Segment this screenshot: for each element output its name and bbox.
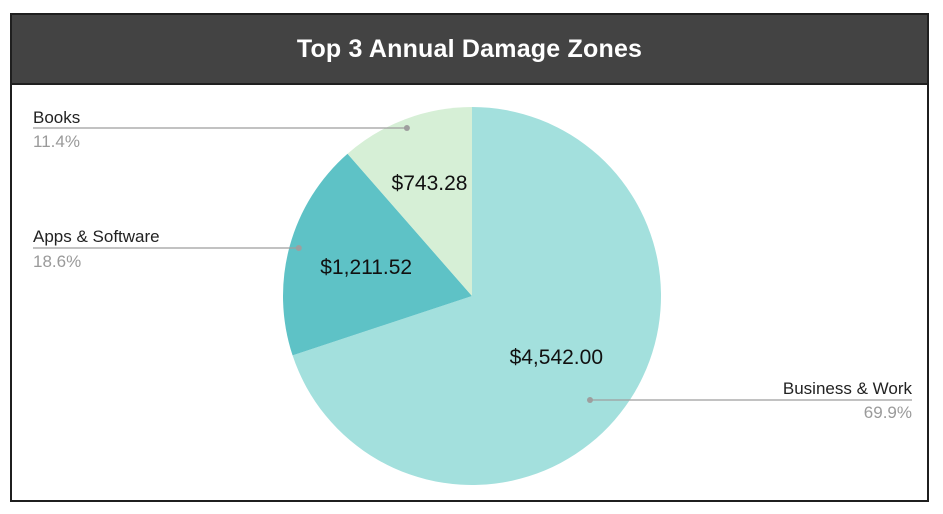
pie-slice-business-work[interactable]: [292, 107, 662, 485]
callout-percent-label: 18.6%: [33, 252, 81, 271]
callout-category-label: Apps & Software: [33, 227, 160, 246]
title-bar: Top 3 Annual Damage Zones: [12, 15, 927, 85]
leader-dot: [587, 397, 593, 403]
slice-value-label: $743.28: [392, 172, 468, 195]
callout-category-label: Books: [33, 108, 80, 127]
slice-value-label: $1,211.52: [320, 256, 412, 279]
slice-value-label: $4,542.00: [510, 346, 603, 369]
callout-percent-label: 69.9%: [864, 403, 912, 422]
callout-category-label: Business & Work: [783, 379, 913, 398]
leader-dot: [295, 245, 302, 251]
leader-dot: [403, 125, 410, 131]
callout-percent-label: 11.4%: [33, 132, 80, 151]
pie-slice-apps-software[interactable]: [283, 153, 472, 356]
chart-title: Top 3 Annual Damage Zones: [296, 34, 643, 63]
pie-slice-books[interactable]: [347, 107, 472, 296]
